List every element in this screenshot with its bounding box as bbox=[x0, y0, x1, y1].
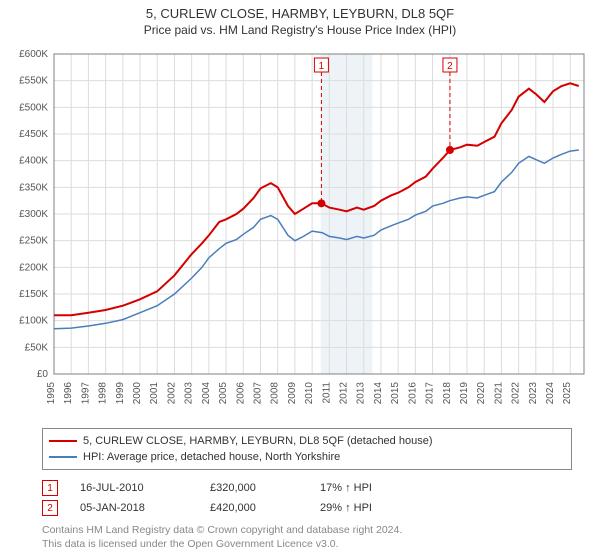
sale-price: £320,000 bbox=[210, 482, 320, 494]
svg-text:2022: 2022 bbox=[511, 382, 522, 405]
svg-text:£100K: £100K bbox=[19, 316, 48, 327]
svg-text:2004: 2004 bbox=[201, 382, 212, 405]
svg-text:2010: 2010 bbox=[304, 382, 315, 405]
svg-text:1: 1 bbox=[319, 61, 325, 72]
svg-text:£0: £0 bbox=[37, 369, 49, 380]
sale-row: 2 05-JAN-2018£420,00029% ↑ HPI bbox=[42, 498, 572, 518]
svg-text:£500K: £500K bbox=[19, 102, 48, 113]
svg-text:2005: 2005 bbox=[218, 382, 229, 405]
chart-area: £0 £50K £100K £150K £200K £250K £300K £350K £400… bbox=[10, 48, 590, 418]
svg-text:2013: 2013 bbox=[356, 382, 367, 405]
svg-text:2001: 2001 bbox=[149, 382, 160, 405]
svg-text:2011: 2011 bbox=[321, 382, 332, 404]
title-block: 5, CURLEW CLOSE, HARMBY, LEYBURN, DL8 5Q… bbox=[0, 0, 600, 37]
svg-text:2000: 2000 bbox=[132, 382, 143, 405]
svg-text:£50K: £50K bbox=[25, 342, 49, 353]
svg-text:2015: 2015 bbox=[390, 382, 401, 405]
svg-text:2024: 2024 bbox=[545, 382, 556, 405]
svg-text:2014: 2014 bbox=[373, 382, 384, 405]
footer-block: 5, CURLEW CLOSE, HARMBY, LEYBURN, DL8 5Q… bbox=[42, 428, 572, 551]
svg-text:£300K: £300K bbox=[19, 209, 48, 220]
svg-text:2021: 2021 bbox=[493, 382, 504, 405]
sale-price: £420,000 bbox=[210, 502, 320, 514]
sale-marker-badge: 1 bbox=[42, 480, 58, 496]
legend-swatch bbox=[49, 456, 77, 458]
svg-text:£600K: £600K bbox=[19, 49, 48, 60]
chart-svg: £0 £50K £100K £150K £200K £250K £300K £350K £400… bbox=[10, 48, 590, 418]
legend-swatch bbox=[49, 440, 77, 442]
attribution: Contains HM Land Registry data © Crown c… bbox=[42, 524, 572, 551]
legend-item: 5, CURLEW CLOSE, HARMBY, LEYBURN, DL8 5Q… bbox=[49, 433, 565, 449]
sale-date: 16-JUL-2010 bbox=[80, 482, 210, 494]
svg-text:2019: 2019 bbox=[459, 382, 470, 405]
svg-text:1996: 1996 bbox=[63, 382, 74, 405]
sale-hpi-delta: 17% ↑ HPI bbox=[320, 482, 440, 494]
chart-title-address: 5, CURLEW CLOSE, HARMBY, LEYBURN, DL8 5Q… bbox=[0, 6, 600, 21]
svg-text:£550K: £550K bbox=[19, 76, 48, 87]
svg-text:2008: 2008 bbox=[270, 382, 281, 405]
sale-marker-badge: 2 bbox=[42, 500, 58, 516]
svg-text:£450K: £450K bbox=[19, 129, 48, 140]
svg-text:£250K: £250K bbox=[19, 236, 48, 247]
svg-text:£350K: £350K bbox=[19, 182, 48, 193]
svg-text:2006: 2006 bbox=[235, 382, 246, 405]
svg-text:2007: 2007 bbox=[252, 382, 263, 405]
svg-text:2002: 2002 bbox=[166, 382, 177, 405]
svg-text:£400K: £400K bbox=[19, 156, 48, 167]
svg-text:1999: 1999 bbox=[115, 382, 126, 405]
legend: 5, CURLEW CLOSE, HARMBY, LEYBURN, DL8 5Q… bbox=[42, 428, 572, 470]
svg-text:1997: 1997 bbox=[80, 382, 91, 405]
svg-text:2003: 2003 bbox=[184, 382, 195, 405]
chart-subtitle: Price paid vs. HM Land Registry's House … bbox=[0, 23, 600, 37]
svg-text:2020: 2020 bbox=[476, 382, 487, 405]
svg-text:2017: 2017 bbox=[425, 382, 436, 405]
svg-text:1995: 1995 bbox=[46, 382, 57, 405]
svg-text:2009: 2009 bbox=[287, 382, 298, 405]
legend-label: HPI: Average price, detached house, Nort… bbox=[83, 451, 340, 463]
svg-text:1998: 1998 bbox=[98, 382, 109, 405]
svg-text:£200K: £200K bbox=[19, 262, 48, 273]
svg-text:2: 2 bbox=[447, 61, 453, 72]
svg-text:£150K: £150K bbox=[19, 289, 48, 300]
svg-text:2023: 2023 bbox=[528, 382, 539, 405]
svg-text:2018: 2018 bbox=[442, 382, 453, 405]
svg-text:2016: 2016 bbox=[407, 382, 418, 405]
attribution-line2: This data is licensed under the Open Gov… bbox=[42, 538, 572, 552]
chart-container: 5, CURLEW CLOSE, HARMBY, LEYBURN, DL8 5Q… bbox=[0, 0, 600, 560]
sale-hpi-delta: 29% ↑ HPI bbox=[320, 502, 440, 514]
sales-table: 1 16-JUL-2010£320,00017% ↑ HPI 2 05-JAN-201… bbox=[42, 478, 572, 518]
svg-text:2025: 2025 bbox=[562, 382, 573, 405]
attribution-line1: Contains HM Land Registry data © Crown c… bbox=[42, 524, 572, 538]
legend-label: 5, CURLEW CLOSE, HARMBY, LEYBURN, DL8 5Q… bbox=[83, 435, 433, 447]
sale-row: 1 16-JUL-2010£320,00017% ↑ HPI bbox=[42, 478, 572, 498]
sale-date: 05-JAN-2018 bbox=[80, 502, 210, 514]
legend-item: HPI: Average price, detached house, Nort… bbox=[49, 449, 565, 465]
svg-text:2012: 2012 bbox=[339, 382, 350, 405]
